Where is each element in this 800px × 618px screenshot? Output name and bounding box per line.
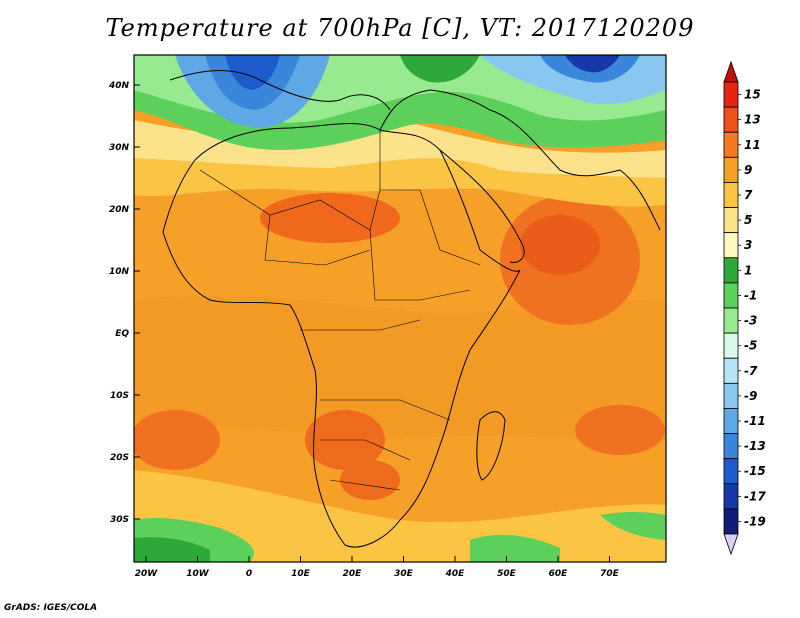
coastlines [162,70,661,548]
colorbar-segment [723,232,739,259]
lon-tick-label: 50E [497,569,517,579]
colorbar-label: 13 [744,113,761,127]
colorbar-segment [723,257,739,284]
lon-tick-label: 0 [246,569,252,579]
colorbar-label: -1 [744,288,757,302]
longitude-axis: 20W 10W 0 10E 20E 30E 40E 50E 60E 70E [135,556,620,579]
lon-tick-label: 20W [135,569,159,579]
credit-text: GrADS: IGES/COLA [4,603,98,613]
lon-tick-label: 40E [445,569,466,579]
map-frame [133,54,667,563]
colorbar-label: 15 [744,88,761,102]
lat-tick-label: 30S [110,515,129,525]
lat-tick-label: 20S [110,453,129,463]
colorbar-segment [723,458,739,485]
lat-tick-label: 20N [109,205,130,215]
colorbar-segment [723,81,739,108]
lat-tick-label: EQ [115,329,129,339]
colorbar-segment [723,131,739,158]
colorbar-segment [723,332,739,359]
lon-tick-label: 10W [186,569,210,579]
colorbar-label: -17 [744,489,766,503]
lon-tick-label: 10E [291,569,311,579]
colorbar-segment [723,408,739,434]
colorbar-label: -3 [744,314,757,328]
colorbar-segment [723,106,739,133]
country-borders [199,130,481,491]
lon-tick-label: 70E [600,569,620,579]
colorbar-label: -9 [744,389,757,403]
latitude-axis: 40N 30N 20N 10N EQ 10S 20S 30S [108,81,140,525]
colorbar-segment [723,182,739,208]
colorbar-label: 3 [744,238,752,252]
colorbar-segment [723,433,739,460]
colorbar-label: -15 [744,464,766,478]
lat-tick-label: 10N [109,267,130,277]
lat-tick-label: 10S [110,391,129,401]
colorbar-label: 7 [744,188,753,202]
colorbar-segment [723,382,739,409]
colorbar-label: 11 [744,138,761,152]
colorbar-segment [723,483,739,510]
colorbar-segment [723,156,739,183]
lon-tick-label: 30E [394,569,414,579]
colorbar-label: -19 [744,514,766,528]
map-title: Temperature at 700hPa [C], VT: 201712020… [105,14,695,42]
colorbar-label: 1 [744,263,752,277]
colorbar-segment [723,207,739,234]
lat-tick-label: 40N [108,81,130,91]
colorbar-segment [723,508,739,535]
colorbar: 15 13 11 9 7 5 3 1 -1 -3 -5 -7 -9 -11 -13 -15 -17 -19 [723,60,766,556]
colorbar-segment [723,307,739,334]
colorbar-label: 9 [744,163,752,177]
colorbar-label: -11 [744,414,766,428]
colorbar-top-arrow [723,60,739,83]
colorbar-segment [723,357,739,384]
lat-tick-label: 30N [109,143,130,153]
colorbar-label: -7 [744,364,758,378]
colorbar-label: 5 [744,213,752,227]
colorbar-bottom-arrow [723,533,739,556]
colorbar-label: -5 [744,339,757,353]
lon-tick-label: 20E [343,569,363,579]
colorbar-segment [723,282,739,309]
lon-tick-label: 60E [549,569,569,579]
colorbar-label: -13 [744,439,766,453]
temperature-field [134,55,666,562]
